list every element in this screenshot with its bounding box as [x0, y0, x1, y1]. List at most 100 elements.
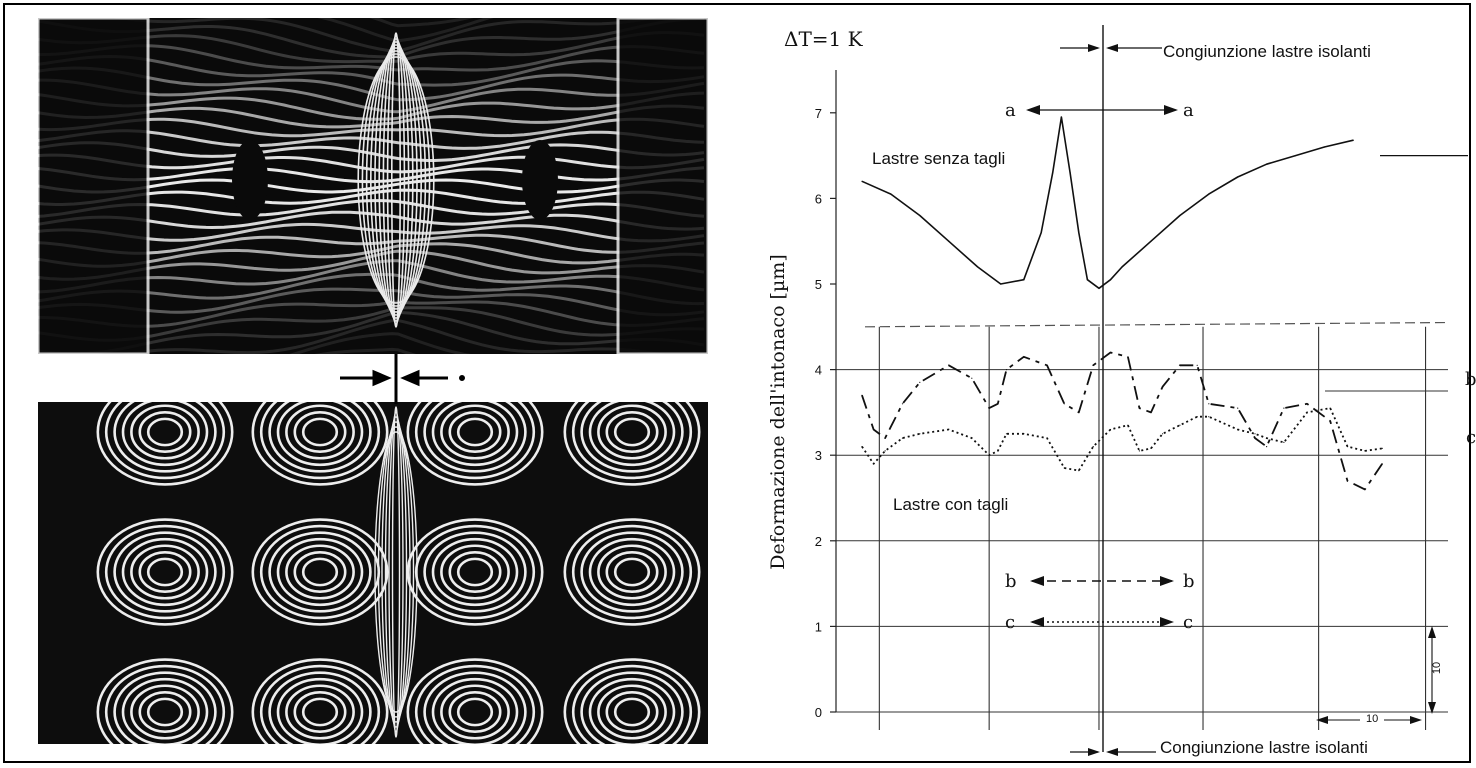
fringe-band	[314, 347, 417, 354]
photo-shade-left	[38, 18, 150, 354]
y-axis-label: Deformazione dell'intonaco [µm]	[767, 254, 789, 569]
chart-grid	[836, 25, 1449, 752]
fringe-ring	[423, 671, 527, 744]
joint-label-top: Congiunzione lastre isolanti	[1163, 42, 1371, 61]
fringe-lens	[386, 35, 406, 325]
top-interferogram	[38, 18, 708, 354]
y-axis: 0 1 2 3 4 5 6 7	[815, 70, 837, 720]
series-point-2	[1329, 420, 1331, 422]
series-line-3	[861, 407, 1383, 472]
fringe-node	[522, 140, 558, 220]
fringe-ring	[406, 402, 544, 486]
series-point-1	[1266, 163, 1268, 165]
fringe-ring	[259, 664, 381, 744]
fringe-node	[232, 140, 268, 220]
series-point-2	[1381, 463, 1383, 465]
series-line-2	[861, 351, 1383, 491]
series-point-1	[1086, 279, 1088, 281]
series-point-3	[1254, 433, 1256, 435]
fringe-ring	[597, 544, 667, 600]
fringe-ring	[423, 531, 527, 613]
fringe-core	[620, 422, 644, 442]
fringe-ring	[448, 411, 502, 453]
fringe-core	[153, 702, 177, 722]
fringe-ring	[138, 691, 192, 733]
series-point-1	[977, 266, 979, 268]
joint-arrowhead	[1088, 44, 1100, 52]
fringe-ring	[113, 402, 217, 473]
photo-shade-right	[616, 18, 708, 354]
series-point-3	[1196, 416, 1198, 418]
series-point-1	[1121, 266, 1123, 268]
series-point-2	[1237, 407, 1239, 409]
fringe-ring	[251, 402, 389, 486]
fringe-ring	[448, 551, 502, 593]
annotation-layer	[1026, 44, 1468, 756]
marker-a-left: a	[1005, 100, 1016, 121]
fringe-lens	[357, 56, 435, 304]
fringe-ring	[605, 551, 659, 593]
fringe-ring	[259, 402, 381, 480]
series-point-3	[1306, 411, 1308, 413]
fringe-ring	[104, 402, 226, 480]
series-point-2	[1138, 407, 1140, 409]
fringe-core	[153, 562, 177, 582]
fringe-ring	[580, 402, 684, 473]
series-point-1	[1060, 116, 1062, 118]
fringe-ring	[293, 411, 347, 453]
series-point-2	[1109, 351, 1112, 354]
fringe-ring	[588, 677, 676, 744]
label-con-tagli: Lastre con tagli	[893, 495, 1008, 514]
series-point-3	[1329, 407, 1331, 409]
y-tick-label: 2	[815, 534, 822, 549]
series-point-1	[861, 180, 863, 182]
marker-c-right: c	[1183, 612, 1193, 633]
series-point-2	[1283, 407, 1285, 409]
fringe-ring	[571, 402, 693, 480]
fringe-ring	[96, 518, 234, 626]
series-point-2	[1346, 480, 1349, 482]
fringe-ring	[121, 677, 209, 744]
series-point-2	[1005, 369, 1008, 371]
fringe-ring	[597, 404, 667, 460]
series-line-1	[861, 116, 1354, 290]
arrowhead-a	[1026, 105, 1040, 115]
dimension-arrowhead	[1410, 716, 1422, 724]
fringe-core	[153, 422, 177, 442]
y-tick-label: 1	[815, 619, 822, 634]
dimension-arrowhead	[1316, 716, 1328, 724]
fringe-core	[308, 422, 332, 442]
series-point-3	[1078, 470, 1080, 472]
series-point-3	[1138, 450, 1140, 452]
fringe-core	[308, 702, 332, 722]
series-point-3	[861, 446, 863, 448]
series-point-3	[948, 428, 950, 431]
fringe-ring	[130, 404, 200, 460]
fringe-ring	[588, 537, 676, 607]
fringe-ring	[605, 691, 659, 733]
series-point-2	[1078, 411, 1080, 413]
y-tick-label: 5	[815, 277, 822, 292]
fringe-ring	[251, 518, 389, 626]
y-tick-label: 3	[815, 448, 822, 463]
fringe-ring	[113, 531, 217, 613]
y-tick-label: 7	[815, 106, 822, 121]
fringe-ring	[285, 404, 355, 460]
fringe-ring	[440, 404, 510, 460]
fringe-lens	[391, 406, 401, 738]
series-point-1	[1052, 172, 1054, 174]
series-point-3	[1046, 437, 1048, 439]
fringe-ring	[431, 537, 519, 607]
series-point-2	[1266, 446, 1268, 448]
series-point-3	[988, 454, 990, 456]
series-point-1	[1179, 214, 1181, 217]
series-point-2	[861, 394, 863, 396]
series-point-2	[1306, 403, 1308, 405]
fringe-ring	[456, 417, 494, 447]
fringe-ring	[146, 417, 184, 447]
series-point-2	[1196, 364, 1198, 366]
series-point-2	[1023, 356, 1025, 358]
fringe-core	[620, 702, 644, 722]
marker-b-right: b	[1183, 571, 1195, 592]
series-point-3	[901, 437, 904, 439]
